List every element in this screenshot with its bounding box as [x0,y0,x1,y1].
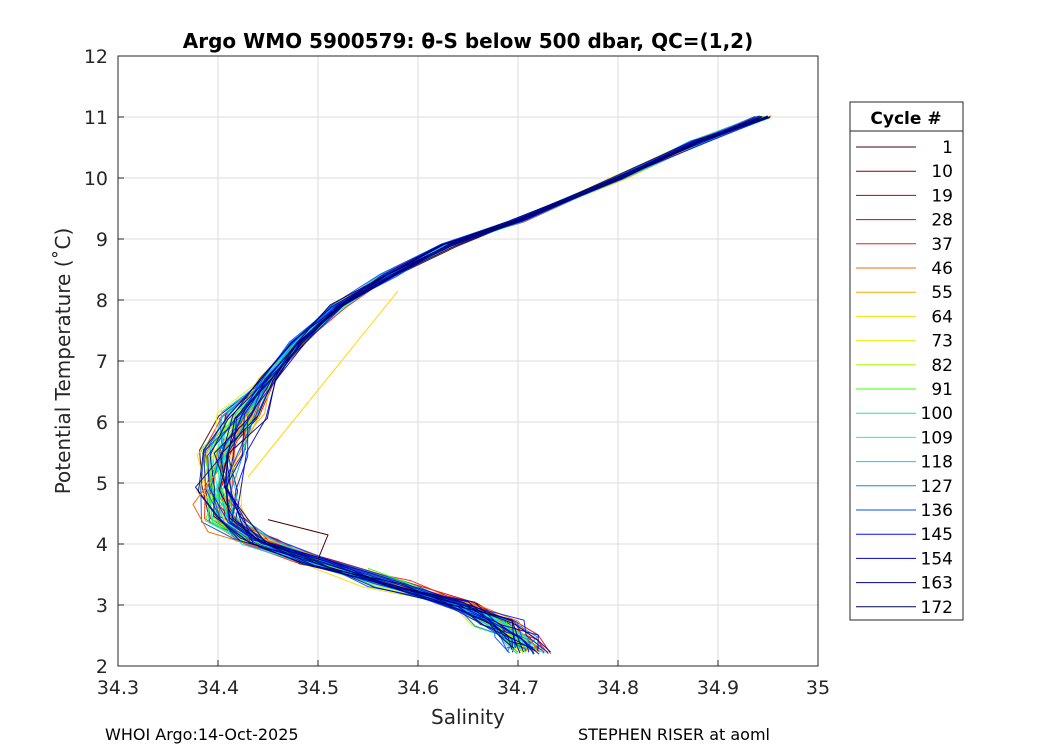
legend: Cycle # 1 10 19 28 37 46 55 64 73 82 91 100 109 118 12… [849,101,964,621]
profile-line-anomaly [247,290,399,478]
legend-label: 109 [921,428,953,448]
x-tick-label: 34.9 [697,677,739,699]
profile-line-anomaly [267,519,329,560]
legend-label: 55 [931,283,953,303]
x-tick-label: 34.8 [597,677,639,699]
legend-label: 172 [921,598,953,618]
legend-label: 91 [931,380,953,400]
x-tick-label: 34.6 [397,677,439,699]
legend-label: 64 [931,307,953,327]
y-tick-label: 12 [84,46,108,68]
x-tick-label: 35 [806,677,830,699]
legend-label: 46 [931,259,953,279]
legend-label: 37 [931,235,953,255]
legend-title: Cycle # [870,109,941,129]
legend-label: 19 [931,186,953,206]
profile-line [209,115,760,649]
y-tick-label: 4 [96,534,108,556]
profile-line [218,117,760,653]
y-axis-label: Potential Temperature (˚C) [51,228,75,495]
legend-entries: 1 10 19 28 37 46 55 64 73 82 91 100 109 118 127 136 145 1… [856,138,953,618]
footer-left: WHOI Argo:14-Oct-2025 [105,725,299,744]
x-axis-label: Salinity [431,705,505,729]
legend-label: 163 [921,574,953,594]
legend-label: 73 [931,332,953,352]
legend-label: 145 [921,525,953,545]
x-tick-label: 34.5 [297,677,339,699]
y-tick-label: 7 [96,351,108,373]
profile-lines [192,115,772,655]
profile-line-anomaly [192,470,259,548]
x-tick-label: 34.7 [497,677,539,699]
plot-frame [117,55,819,667]
legend-label: 1 [942,138,953,158]
footer-right: STEPHEN RISER at aoml [578,725,770,744]
y-tick-label: 10 [84,168,108,190]
legend-label: 28 [931,211,953,231]
x-tick-label: 34.4 [197,677,239,699]
y-tick-label: 8 [96,290,108,312]
legend-label: 10 [931,162,953,182]
profile-line-anomaly [367,567,419,588]
y-tick-label: 2 [96,656,108,678]
legend-label: 154 [921,549,953,569]
y-tick-label: 9 [96,229,108,251]
y-tick-label: 3 [96,595,108,617]
y-tick-labels: 2 3 4 5 6 7 8 9 10 11 12 [84,46,108,678]
y-tick-label: 11 [84,107,108,129]
legend-label: 100 [921,404,953,424]
profile-line [224,117,770,653]
x-tick-label: 34.3 [97,677,139,699]
legend-label: 82 [931,356,953,376]
legend-box [849,101,964,621]
chart-title: Argo WMO 5900579: θ-S below 500 dbar, QC… [183,29,753,53]
legend-label: 127 [921,477,953,497]
legend-label: 136 [921,501,953,521]
y-tick-label: 5 [96,473,108,495]
y-tick-label: 6 [96,412,108,434]
legend-label: 118 [921,453,953,473]
x-tick-labels: 34.3 34.4 34.5 34.6 34.7 34.8 34.9 35 [97,677,830,699]
profile-line [194,115,763,650]
